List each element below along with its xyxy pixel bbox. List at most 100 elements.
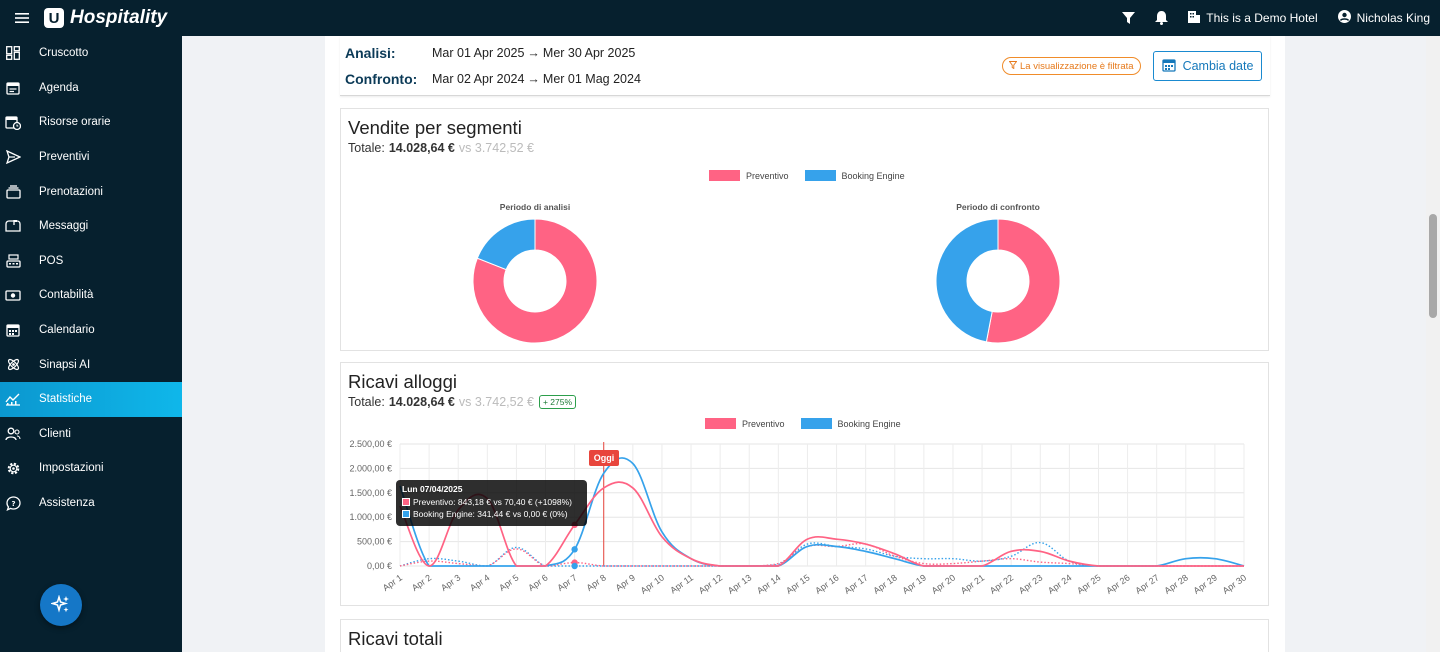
x-tick-label: Apr 17 — [842, 572, 869, 595]
filter-icon[interactable] — [1112, 0, 1145, 36]
user-menu[interactable]: Nicholas King — [1328, 0, 1440, 36]
y-tick-label: 1.500,00 € — [349, 488, 392, 498]
sidebar-item-risorse-orarie[interactable]: Risorse orarie — [0, 105, 182, 140]
y-tick-label: 2.000,00 € — [349, 463, 392, 473]
change-dates-button[interactable]: Cambia date — [1153, 51, 1262, 81]
chart-icon — [4, 390, 22, 408]
x-tick-label: Apr 21 — [959, 572, 986, 595]
total-label: Totale: — [348, 141, 385, 155]
x-tick-label: Apr 26 — [1104, 572, 1131, 595]
pie-slice-preventivo[interactable] — [472, 218, 598, 344]
legend-entry-preventivo[interactable]: Preventivo — [705, 418, 785, 429]
pie-analysis-title: Periodo di analisi — [499, 202, 571, 212]
sidebar-item-cruscotto[interactable]: Cruscotto — [0, 36, 182, 71]
tooltip-row-booking: Booking Engine: 341,44 € vs 0,00 € (0%) — [402, 509, 581, 519]
filtered-badge-label: La visualizzazione è filtrata — [1020, 60, 1134, 72]
x-tick-label: Apr 12 — [697, 572, 724, 595]
account-icon — [1337, 10, 1351, 26]
sidebar-item-statistiche[interactable]: Statistiche — [0, 381, 182, 417]
sidebar-item-preventivi[interactable]: Preventivi — [0, 140, 182, 175]
total-label: Totale: — [348, 395, 385, 409]
x-tick-label: Apr 16 — [813, 572, 840, 595]
calendar-clock-icon — [4, 113, 22, 131]
calendar-icon — [4, 321, 22, 339]
sidebar-item-clienti[interactable]: Clienti — [0, 417, 182, 452]
sidebar-item-prenotazioni[interactable]: Prenotazioni — [0, 174, 182, 209]
revenue-legend: Preventivo Booking Engine — [705, 418, 917, 429]
legend-label: Booking Engine — [841, 170, 905, 181]
sidebar: Cruscotto Agenda Risorse orarie Preventivi P… — [0, 36, 182, 652]
pie-slice-booking-engine[interactable] — [935, 218, 999, 343]
brand-logo[interactable]: U Hospitality — [44, 7, 167, 29]
users-icon — [4, 425, 22, 443]
bell-icon[interactable] — [1145, 0, 1178, 36]
series-line-preventivo — [399, 481, 1244, 567]
pie-slice-booking-engine[interactable] — [476, 218, 536, 271]
today-marker: Oggi — [589, 450, 619, 466]
date-range-card: Analisi: Mar 01 Apr 2025 → Mer 30 Apr 20… — [340, 36, 1270, 96]
x-tick-label: Apr 9 — [614, 572, 637, 593]
menu-icon[interactable] — [0, 0, 44, 36]
legend-swatch — [800, 418, 832, 429]
revenue-title: Ricavi alloggi — [348, 371, 457, 392]
calendar-icon — [1161, 58, 1176, 75]
sidebar-item-sinapsi-ai[interactable]: Sinapsi AI — [0, 347, 182, 382]
scrollbar-thumb[interactable] — [1429, 214, 1437, 318]
legend-entry-booking-engine[interactable]: Booking Engine — [804, 170, 905, 181]
sidebar-item-contabilit-[interactable]: Contabilità — [0, 278, 182, 313]
sidebar-item-label: Impostazioni — [39, 462, 104, 475]
sidebar-item-assistenza[interactable]: ? Assistenza — [0, 486, 182, 521]
analysis-label: Analisi: — [345, 45, 396, 61]
mailbox-icon — [4, 217, 22, 235]
x-tick-label: Apr 4 — [468, 572, 491, 593]
sidebar-item-label: Assistenza — [39, 497, 95, 510]
sidebar-item-messaggi[interactable]: Messaggi — [0, 209, 182, 244]
sidebar-item-label: Cruscotto — [39, 47, 89, 60]
sidebar-item-label: Clienti — [39, 427, 71, 440]
x-tick-label: Apr 27 — [1133, 572, 1160, 595]
analysis-range: Analisi: Mar 01 Apr 2025 → Mer 30 Apr 20… — [345, 45, 635, 61]
x-tick-label: Apr 18 — [871, 572, 898, 595]
sidebar-item-calendario[interactable]: Calendario — [0, 313, 182, 348]
x-tick-label: Apr 19 — [901, 572, 928, 595]
sidebar-item-label: Risorse orarie — [39, 116, 111, 129]
legend-swatch — [709, 170, 740, 181]
help-chat-icon: ? — [4, 494, 22, 512]
sidebar-item-label: Contabilità — [39, 289, 94, 302]
tooltip-title: Lun 07/04/2025 — [402, 484, 463, 494]
sidebar-item-impostazioni[interactable]: Impostazioni — [0, 451, 182, 486]
total-value: 14.028,64 € — [388, 141, 455, 155]
x-tick-label: Apr 1 — [381, 572, 404, 593]
sparkles-icon[interactable] — [40, 584, 82, 626]
segments-card: Vendite per segmenti Totale: 14.028,64 €… — [340, 108, 1269, 351]
legend-label: Booking Engine — [837, 418, 901, 429]
x-tick-label: Apr 7 — [555, 572, 578, 593]
change-dates-label: Cambia date — [1182, 59, 1254, 73]
chart-tooltip: Lun 07/04/2025 Preventivo: 843,18 € vs 7… — [396, 480, 587, 526]
sidebar-item-label: Sinapsi AI — [39, 358, 91, 371]
hotel-selector[interactable]: This is a Demo Hotel — [1178, 0, 1327, 36]
legend-swatch — [705, 418, 736, 429]
cash-icon — [4, 286, 22, 304]
sidebar-item-label: Prenotazioni — [39, 185, 103, 198]
sidebar-item-label: Agenda — [39, 81, 79, 94]
pie-slice-preventivo[interactable] — [985, 218, 1061, 344]
agenda-icon — [4, 79, 22, 97]
user-name: Nicholas King — [1356, 11, 1430, 25]
legend-entry-preventivo[interactable]: Preventivo — [709, 170, 789, 181]
legend-entry-booking-engine[interactable]: Booking Engine — [800, 418, 901, 429]
gear-icon — [4, 459, 22, 477]
filtered-badge: La visualizzazione è filtrata — [1002, 57, 1141, 75]
x-tick-label: Apr 6 — [526, 572, 549, 593]
sidebar-item-pos[interactable]: POS — [0, 244, 182, 279]
page-scrollbar[interactable] — [1426, 36, 1440, 652]
x-tick-label: Apr 15 — [784, 572, 811, 595]
legend-label: Preventivo — [742, 418, 785, 429]
x-tick-label: Apr 29 — [1192, 572, 1219, 595]
sidebar-item-agenda[interactable]: Agenda — [0, 71, 182, 106]
pie-chart-analysis — [472, 218, 598, 344]
top-bar: U Hospitality This is a Demo Hotel Nicho… — [0, 0, 1440, 36]
sidebar-item-label: Preventivi — [39, 151, 90, 164]
y-tick-label: 2.500,00 € — [349, 439, 392, 449]
atom-icon — [4, 356, 22, 374]
